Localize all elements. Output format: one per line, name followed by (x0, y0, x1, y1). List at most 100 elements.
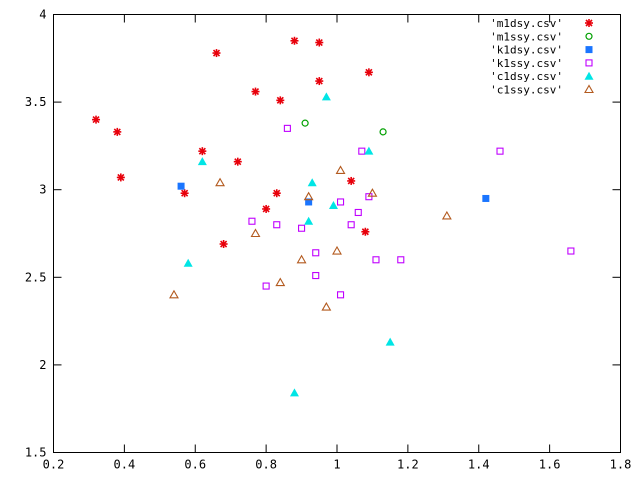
axis-ticks (53, 14, 621, 453)
legend-label: 'c1dsy.csv' (490, 70, 563, 83)
y-tick-label: 3.5 (25, 95, 47, 109)
data-point (354, 208, 362, 217)
data-point (361, 227, 370, 236)
series-2 (177, 182, 490, 206)
legend-item: 'k1dsy.csv' (490, 44, 593, 57)
legend-marker (585, 46, 593, 54)
data-point (296, 254, 307, 264)
series-4 (183, 92, 395, 397)
x-tick-label: 1.4 (468, 458, 490, 472)
data-point (336, 198, 345, 206)
data-point (372, 256, 380, 264)
legend-marker (585, 32, 593, 40)
series-1 (301, 119, 387, 136)
series-0 (92, 36, 373, 249)
data-point (272, 189, 281, 198)
data-point (358, 147, 366, 155)
data-point (301, 119, 309, 127)
data-point (215, 177, 226, 187)
y-tick-label: 3 (39, 183, 46, 197)
x-tick-label: 1 (333, 458, 340, 472)
data-point (276, 96, 285, 105)
data-point (262, 204, 271, 213)
legend-label: 'm1dsy.csv' (490, 17, 563, 30)
data-point (177, 182, 185, 190)
data-point (347, 221, 355, 229)
y-tick-label: 1.5 (25, 446, 47, 460)
data-point (289, 388, 299, 397)
data-point (321, 301, 332, 311)
data-point (312, 249, 320, 257)
data-point (307, 178, 317, 187)
x-tick-label: 1.2 (397, 458, 419, 472)
legend-item: 'k1ssy.csv' (490, 57, 593, 70)
data-point (305, 198, 313, 206)
legend-marker (585, 59, 593, 67)
y-tick-label: 2 (39, 358, 46, 372)
data-point (183, 258, 193, 267)
data-point (321, 92, 331, 101)
data-point (180, 189, 189, 198)
data-point (312, 271, 320, 280)
series-5 (169, 165, 452, 311)
data-point (92, 115, 101, 124)
legend-marker (584, 71, 594, 80)
x-tick-label: 1.8 (610, 458, 632, 472)
data-point (367, 188, 378, 197)
x-tick-label: 0.4 (114, 458, 136, 472)
x-tick-label: 0.6 (184, 458, 206, 472)
data-point (250, 228, 261, 238)
data-point (379, 128, 387, 136)
axis-tick-labels: 0.2 0.4 0.6 0.8 1 1.2 1.4 1.6 1.8 1.5 2 2.5 3 3.5 4 (25, 8, 632, 472)
x-tick-label: 0.2 (43, 458, 65, 472)
legend-marker (585, 19, 593, 27)
data-point (441, 210, 452, 220)
data-point (298, 224, 306, 232)
data-point (233, 157, 242, 166)
data-point (303, 191, 314, 201)
legend-item: 'c1ssy.csv' (490, 84, 594, 97)
data-point (275, 277, 286, 287)
x-tick-label: 0.8 (255, 458, 277, 472)
data-point (332, 245, 342, 255)
legend-item: 'c1dsy.csv' (490, 70, 594, 83)
legend-label: 'k1ssy.csv' (490, 57, 563, 70)
data-point (251, 87, 260, 96)
data-point (397, 256, 405, 264)
data-point (290, 36, 299, 45)
data-point (116, 173, 125, 182)
data-point (482, 194, 490, 202)
data-point (364, 68, 373, 77)
data-point (273, 221, 281, 229)
data-point (336, 291, 345, 299)
data-point (315, 77, 324, 86)
data-point (335, 165, 346, 174)
data-point (567, 247, 575, 255)
data-point (283, 124, 291, 132)
data-point (169, 289, 179, 299)
data-point (219, 240, 228, 249)
data-point (328, 200, 338, 209)
data-point (212, 49, 221, 58)
legend-label: 'm1ssy.csv' (490, 30, 563, 43)
data-point (304, 216, 314, 225)
y-tick-label: 2.5 (25, 270, 47, 284)
data-point (248, 217, 256, 225)
data-point (347, 176, 356, 185)
y-tick-label: 4 (39, 8, 46, 22)
x-tick-label: 1.6 (539, 458, 561, 472)
legend-item: 'm1ssy.csv' (490, 30, 593, 43)
legend-label: 'k1dsy.csv' (490, 44, 563, 57)
series-3 (248, 124, 575, 299)
legend: 'm1dsy.csv''m1ssy.csv''k1dsy.csv''k1ssy.… (490, 17, 594, 97)
data-point (197, 157, 207, 166)
data-point (113, 127, 122, 136)
data-point (198, 147, 207, 156)
data-points (92, 36, 575, 397)
data-point (364, 146, 374, 155)
data-point (385, 337, 395, 346)
legend-marker (584, 84, 594, 94)
data-point (315, 38, 324, 47)
data-point (262, 282, 270, 290)
